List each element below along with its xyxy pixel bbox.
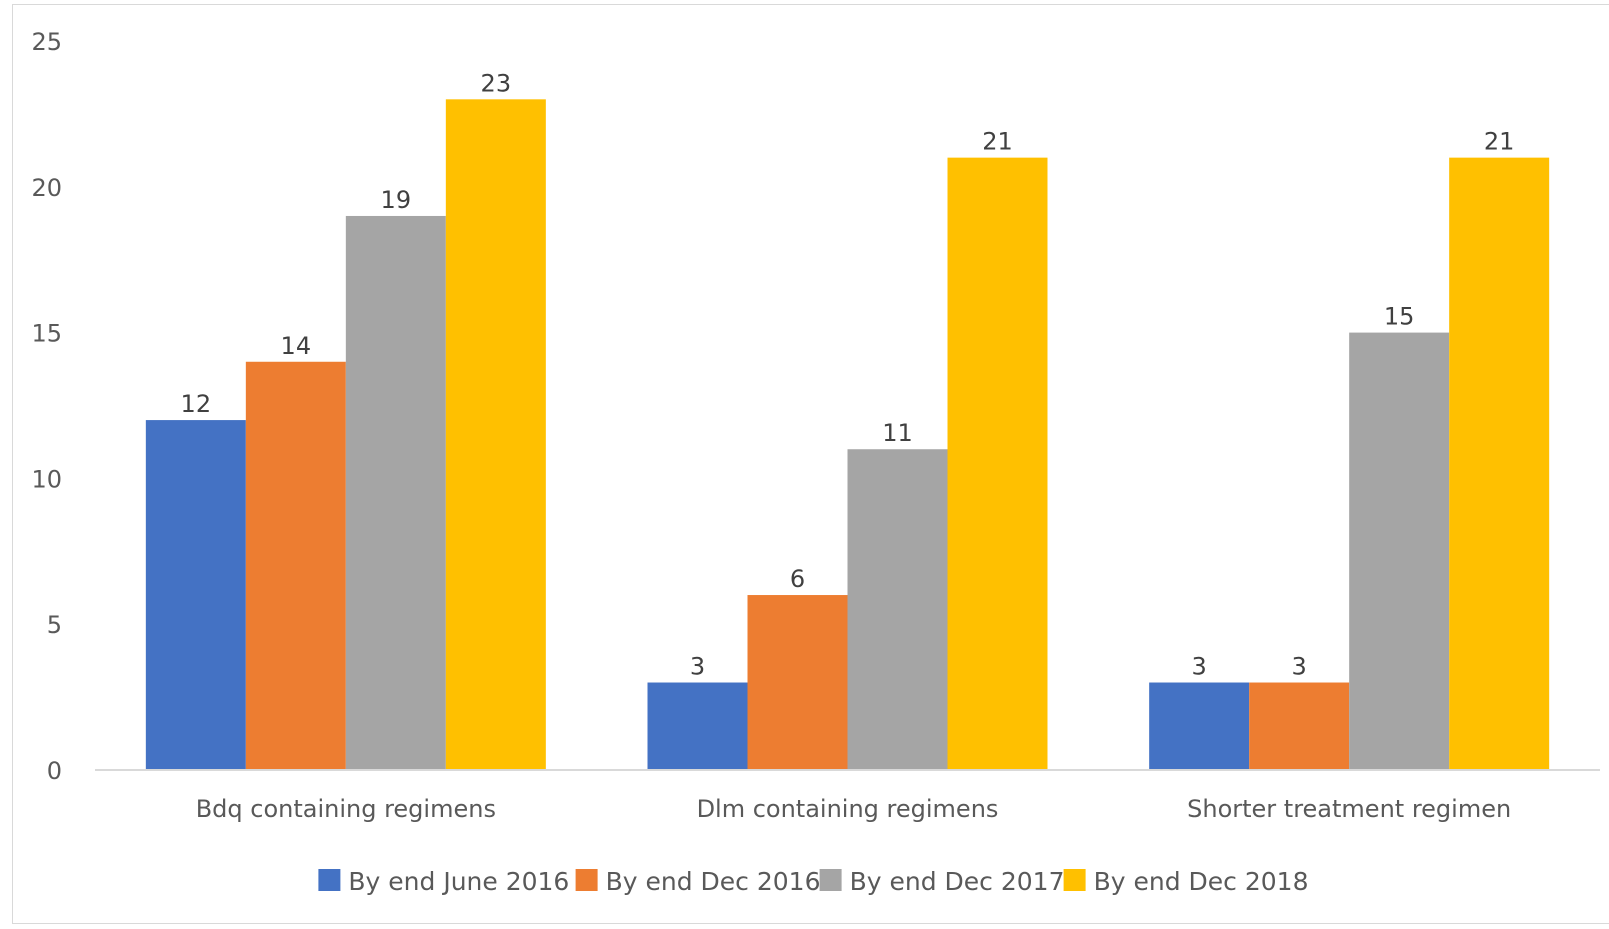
data-label: 14	[281, 332, 312, 360]
data-label: 21	[1484, 128, 1515, 156]
data-label: 15	[1384, 303, 1415, 331]
y-tick-label: 15	[31, 320, 62, 348]
category-label: Shorter treatment regimen	[1187, 795, 1511, 823]
data-label: 6	[790, 565, 805, 593]
legend-label: By end June 2016	[348, 867, 569, 896]
legend: By end June 2016 By end Dec 2016 By end De…	[318, 867, 1308, 896]
legend-swatch	[819, 869, 842, 891]
data-label: 3	[690, 653, 705, 681]
bar	[1349, 332, 1450, 770]
data-label: 12	[181, 390, 212, 418]
bar	[1449, 157, 1550, 770]
bars	[145, 99, 1550, 770]
data-label: 3	[1292, 653, 1307, 681]
y-tick-label: 10	[31, 465, 62, 493]
data-label: 21	[982, 128, 1013, 156]
y-tick-label: 25	[31, 28, 62, 56]
bar	[747, 595, 848, 770]
y-tick-label: 20	[31, 174, 62, 202]
legend-label: By end Dec 2017	[850, 867, 1065, 896]
data-labels: 12 14 19 23 3 6 11 21 3 3 15 21	[181, 69, 1515, 680]
data-label: 19	[381, 186, 412, 214]
bar	[245, 361, 346, 770]
category-label: Bdq containing regimens	[196, 795, 496, 823]
y-tick-label: 5	[47, 611, 62, 639]
data-label: 11	[882, 419, 913, 447]
bar	[145, 420, 246, 770]
bar	[647, 682, 748, 770]
x-axis-category-labels: Bdq containing regimens Dlm containing re…	[196, 795, 1511, 823]
data-label: 23	[481, 69, 512, 97]
bar	[947, 157, 1048, 770]
bar	[445, 99, 546, 770]
bar	[1149, 682, 1250, 770]
legend-label: By end Dec 2018	[1094, 867, 1309, 896]
data-label: 3	[1192, 653, 1207, 681]
legend-swatch	[318, 869, 341, 891]
legend-swatch	[1063, 869, 1086, 891]
bar	[1249, 682, 1350, 770]
legend-swatch	[575, 869, 598, 891]
legend-label: By end Dec 2016	[606, 867, 821, 896]
category-label: Dlm containing regimens	[697, 795, 999, 823]
bar	[345, 215, 446, 770]
y-axis-ticks: 0 5 10 15 20 25	[31, 28, 62, 785]
y-tick-label: 0	[47, 757, 62, 785]
bar	[847, 449, 948, 770]
